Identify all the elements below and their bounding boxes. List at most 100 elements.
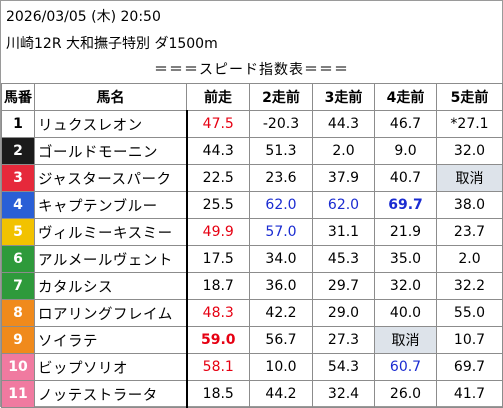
index-cell-4-races-ago: 取消 <box>374 326 437 354</box>
index-cell-2-races-ago: -20.3 <box>249 110 313 138</box>
index-cell-3-races-ago: 2.0 <box>312 137 375 165</box>
index-cell-4-races-ago: 26.0 <box>374 380 437 408</box>
index-cell-last-race: 59.0 <box>185 326 250 354</box>
index-cell-2-races-ago: 62.0 <box>249 191 313 219</box>
index-cell-2-races-ago: 57.0 <box>249 218 313 246</box>
table-row: 3 ジャスタースパーク 22.5 23.6 37.9 40.7 取消 <box>1 164 503 192</box>
index-cell-5-races-ago: *27.1 <box>436 110 503 138</box>
horse-name-cell: ビップソリオ <box>34 353 187 381</box>
index-cell-last-race: 48.3 <box>185 299 250 327</box>
index-cell-last-race: 44.3 <box>185 137 250 165</box>
horse-name-cell: ロアリングフレイム <box>34 299 187 327</box>
index-cell-2-races-ago: 44.2 <box>249 380 313 408</box>
horse-number-cell: 6 <box>1 245 35 273</box>
index-cell-last-race: 18.5 <box>185 380 250 408</box>
index-cell-2-races-ago: 10.0 <box>249 353 313 381</box>
index-cell-2-races-ago: 36.0 <box>249 272 313 300</box>
index-cell-4-races-ago: 69.7 <box>374 191 437 219</box>
horse-number-cell: 10 <box>1 353 35 381</box>
index-cell-3-races-ago: 32.4 <box>312 380 375 408</box>
index-cell-4-races-ago: 35.0 <box>374 245 437 273</box>
table-row: 1 リュクスレオン 47.5 -20.3 44.3 46.7 *27.1 <box>1 110 503 138</box>
index-cell-3-races-ago: 45.3 <box>312 245 375 273</box>
index-cell-2-races-ago: 42.2 <box>249 299 313 327</box>
horse-name-cell: カタルシス <box>34 272 187 300</box>
horse-number-cell: 4 <box>1 191 35 219</box>
table-row: 5 ヴィルミーキスミー 49.9 57.0 31.1 21.9 23.7 <box>1 218 503 246</box>
index-cell-5-races-ago: 10.7 <box>436 326 503 354</box>
index-cell-3-races-ago: 29.0 <box>312 299 375 327</box>
horse-number-cell: 9 <box>1 326 35 354</box>
horse-name-cell: キャプテンブルー <box>34 191 187 219</box>
index-cell-5-races-ago: 32.2 <box>436 272 503 300</box>
table-row: 9 ソイラテ 59.0 56.7 27.3 取消 10.7 <box>1 326 503 354</box>
header-row: 馬番 馬名 前走 2走前 3走前 4走前 5走前 <box>1 83 503 111</box>
horse-number-cell: 7 <box>1 272 35 300</box>
table-row: 8 ロアリングフレイム 48.3 42.2 29.0 40.0 55.0 <box>1 299 503 327</box>
index-cell-4-races-ago: 21.9 <box>374 218 437 246</box>
horse-number-cell: 2 <box>1 137 35 165</box>
index-cell-3-races-ago: 62.0 <box>312 191 375 219</box>
index-cell-3-races-ago: 27.3 <box>312 326 375 354</box>
index-cell-last-race: 22.5 <box>185 164 250 192</box>
index-cell-3-races-ago: 37.9 <box>312 164 375 192</box>
index-cell-3-races-ago: 31.1 <box>312 218 375 246</box>
horse-name-cell: ゴールドモーニン <box>34 137 187 165</box>
horse-name-cell: リュクスレオン <box>34 110 187 138</box>
col-header-last-race: 前走 <box>186 83 250 111</box>
index-cell-5-races-ago: 69.7 <box>436 353 503 381</box>
col-header-2-races-ago: 2走前 <box>249 83 313 111</box>
horse-number-cell: 5 <box>1 218 35 246</box>
index-cell-last-race: 18.7 <box>185 272 250 300</box>
horse-name-cell: ソイラテ <box>34 326 187 354</box>
index-cell-2-races-ago: 51.3 <box>249 137 313 165</box>
table-row: 4 キャプテンブルー 25.5 62.0 62.0 69.7 38.0 <box>1 191 503 219</box>
col-header-3-races-ago: 3走前 <box>312 83 375 111</box>
index-cell-3-races-ago: 29.7 <box>312 272 375 300</box>
datetime-label: 2026/03/05 (木) 20:50 <box>6 9 161 25</box>
horse-number-cell: 8 <box>1 299 35 327</box>
horse-name-cell: ノッテストラータ <box>34 380 187 408</box>
table-row: 10 ビップソリオ 58.1 10.0 54.3 60.7 69.7 <box>1 353 503 381</box>
table-row: 6 アルメールヴェント 17.5 34.0 45.3 35.0 2.0 <box>1 245 503 273</box>
speed-index-table: 馬番 馬名 前走 2走前 3走前 4走前 5走前 1 リュクスレオン 47.5 -20… <box>1 83 503 408</box>
horse-number-cell: 3 <box>1 164 35 192</box>
index-cell-3-races-ago: 54.3 <box>312 353 375 381</box>
table-row: 11 ノッテストラータ 18.5 44.2 32.4 26.0 41.7 <box>1 380 503 408</box>
index-cell-last-race: 17.5 <box>185 245 250 273</box>
table-row: 7 カタルシス 18.7 36.0 29.7 32.0 32.2 <box>1 272 503 300</box>
index-cell-5-races-ago: 2.0 <box>436 245 503 273</box>
index-cell-5-races-ago: 41.7 <box>436 380 503 408</box>
index-cell-5-races-ago: 取消 <box>436 164 503 192</box>
horse-name-cell: ヴィルミーキスミー <box>34 218 187 246</box>
index-cell-3-races-ago: 44.3 <box>312 110 375 138</box>
index-cell-4-races-ago: 40.7 <box>374 164 437 192</box>
index-cell-last-race: 49.9 <box>185 218 250 246</box>
index-cell-4-races-ago: 60.7 <box>374 353 437 381</box>
index-cell-5-races-ago: 38.0 <box>436 191 503 219</box>
index-cell-4-races-ago: 9.0 <box>374 137 437 165</box>
horse-number-cell: 11 <box>1 380 35 408</box>
index-cell-4-races-ago: 32.0 <box>374 272 437 300</box>
index-cell-5-races-ago: 23.7 <box>436 218 503 246</box>
horse-name-cell: ジャスタースパーク <box>34 164 187 192</box>
index-cell-2-races-ago: 34.0 <box>249 245 313 273</box>
table-row: 2 ゴールドモーニン 44.3 51.3 2.0 9.0 32.0 <box>1 137 503 165</box>
race-title: 川崎12R 大和撫子特別 ダ1500m <box>6 36 218 52</box>
col-header-horse-name: 馬名 <box>34 83 187 111</box>
index-cell-last-race: 25.5 <box>185 191 250 219</box>
index-cell-2-races-ago: 23.6 <box>249 164 313 192</box>
table-subtitle: ＝＝＝スピード指数表＝＝＝ <box>154 62 349 78</box>
index-cell-2-races-ago: 56.7 <box>249 326 313 354</box>
col-header-4-races-ago: 4走前 <box>374 83 437 111</box>
horse-number-cell: 1 <box>1 110 35 138</box>
index-cell-5-races-ago: 32.0 <box>436 137 503 165</box>
col-header-5-races-ago: 5走前 <box>436 83 503 111</box>
index-cell-5-races-ago: 55.0 <box>436 299 503 327</box>
index-cell-4-races-ago: 46.7 <box>374 110 437 138</box>
index-cell-4-races-ago: 40.0 <box>374 299 437 327</box>
horse-name-cell: アルメールヴェント <box>34 245 187 273</box>
index-cell-last-race: 58.1 <box>185 353 250 381</box>
index-cell-last-race: 47.5 <box>185 110 250 138</box>
